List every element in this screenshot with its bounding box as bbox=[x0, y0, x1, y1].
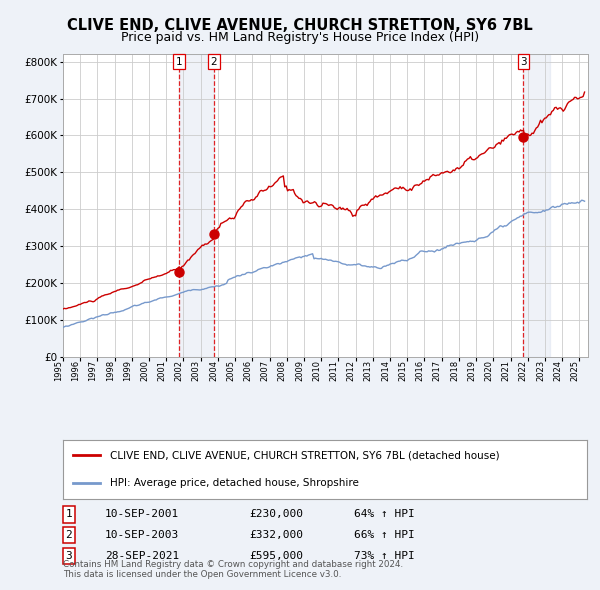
Text: 2014: 2014 bbox=[381, 360, 390, 381]
Text: Price paid vs. HM Land Registry's House Price Index (HPI): Price paid vs. HM Land Registry's House … bbox=[121, 31, 479, 44]
Text: £332,000: £332,000 bbox=[249, 530, 303, 540]
Text: 2025: 2025 bbox=[571, 360, 580, 381]
Text: 2013: 2013 bbox=[364, 360, 373, 381]
Text: 2017: 2017 bbox=[433, 360, 442, 381]
Text: 73% ↑ HPI: 73% ↑ HPI bbox=[354, 551, 415, 560]
Bar bbox=[179, 54, 214, 357]
Text: 2018: 2018 bbox=[450, 360, 459, 381]
Text: 64% ↑ HPI: 64% ↑ HPI bbox=[354, 510, 415, 519]
Text: 2011: 2011 bbox=[329, 360, 338, 381]
Text: Contains HM Land Registry data © Crown copyright and database right 2024.
This d: Contains HM Land Registry data © Crown c… bbox=[63, 560, 403, 579]
Text: 1996: 1996 bbox=[71, 360, 80, 381]
Text: 2004: 2004 bbox=[209, 360, 218, 381]
Text: 2019: 2019 bbox=[467, 360, 476, 381]
Text: CLIVE END, CLIVE AVENUE, CHURCH STRETTON, SY6 7BL (detached house): CLIVE END, CLIVE AVENUE, CHURCH STRETTON… bbox=[110, 451, 500, 460]
Text: 1999: 1999 bbox=[123, 360, 132, 381]
Text: 3: 3 bbox=[65, 551, 73, 560]
Text: 10-SEP-2001: 10-SEP-2001 bbox=[105, 510, 179, 519]
Text: 1: 1 bbox=[176, 57, 182, 67]
Text: 2002: 2002 bbox=[175, 360, 184, 381]
Text: 2006: 2006 bbox=[244, 360, 253, 381]
Text: 2001: 2001 bbox=[157, 360, 166, 381]
Text: 1: 1 bbox=[65, 510, 73, 519]
Text: 1997: 1997 bbox=[88, 360, 97, 381]
Text: 2015: 2015 bbox=[398, 360, 407, 381]
Text: HPI: Average price, detached house, Shropshire: HPI: Average price, detached house, Shro… bbox=[110, 478, 359, 487]
Text: CLIVE END, CLIVE AVENUE, CHURCH STRETTON, SY6 7BL: CLIVE END, CLIVE AVENUE, CHURCH STRETTON… bbox=[67, 18, 533, 33]
Text: 2: 2 bbox=[211, 57, 217, 67]
Text: 2012: 2012 bbox=[347, 360, 356, 381]
Text: 2003: 2003 bbox=[192, 360, 201, 381]
Text: 10-SEP-2003: 10-SEP-2003 bbox=[105, 530, 179, 540]
Text: 1995: 1995 bbox=[54, 360, 63, 381]
Text: 2010: 2010 bbox=[312, 360, 321, 381]
Text: 2000: 2000 bbox=[140, 360, 149, 381]
Text: 2024: 2024 bbox=[553, 360, 562, 381]
Text: 2022: 2022 bbox=[519, 360, 528, 381]
Text: 2021: 2021 bbox=[502, 360, 511, 381]
Text: 2023: 2023 bbox=[536, 360, 545, 381]
Text: 2: 2 bbox=[65, 530, 73, 540]
Text: 2020: 2020 bbox=[484, 360, 493, 381]
Text: 2016: 2016 bbox=[415, 360, 424, 381]
Text: 28-SEP-2021: 28-SEP-2021 bbox=[105, 551, 179, 560]
Text: 2007: 2007 bbox=[260, 360, 269, 381]
Text: 3: 3 bbox=[520, 57, 527, 67]
Text: 2008: 2008 bbox=[278, 360, 287, 381]
Text: 2009: 2009 bbox=[295, 360, 304, 381]
Text: 1998: 1998 bbox=[106, 360, 115, 381]
Bar bbox=[523, 54, 550, 357]
Text: 66% ↑ HPI: 66% ↑ HPI bbox=[354, 530, 415, 540]
Text: £230,000: £230,000 bbox=[249, 510, 303, 519]
Text: £595,000: £595,000 bbox=[249, 551, 303, 560]
Text: 2005: 2005 bbox=[226, 360, 235, 381]
